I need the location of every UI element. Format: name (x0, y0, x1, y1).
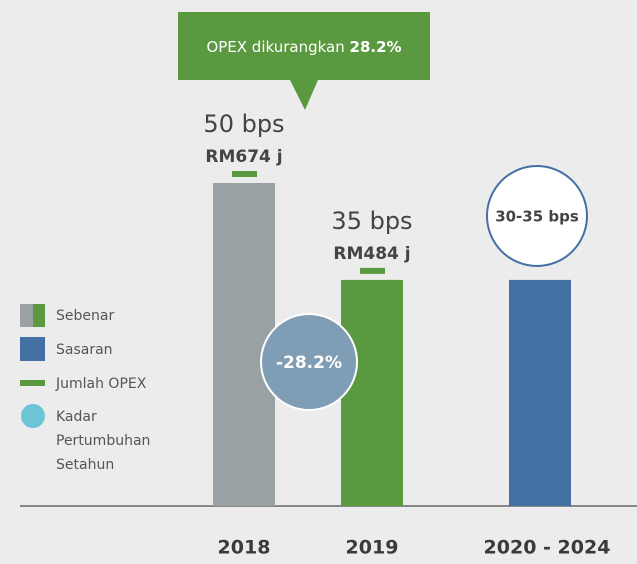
legend-label: Jumlah OPEX (55, 376, 147, 392)
callout-text-part: OPEX dikurangkan (206, 38, 349, 56)
value-label: 50 bps (203, 110, 284, 138)
legend-label: Setahun (56, 457, 114, 473)
callout-text: OPEX dikurangkan 28.2% (206, 38, 401, 56)
legend-swatch (20, 337, 45, 361)
opex-label: RM674 j (205, 147, 282, 167)
legend-swatch (21, 404, 45, 428)
change-circle (260, 313, 358, 411)
opex-mark (232, 171, 257, 177)
bar (509, 279, 571, 506)
callout-pointer (290, 80, 318, 110)
legend-label: Sasaran (56, 342, 113, 358)
x-tick-label: 2020 - 2024 (484, 537, 611, 559)
legend-swatch (20, 380, 45, 386)
value-label: 30-35 bps (495, 208, 579, 226)
bar (341, 279, 403, 506)
x-tick-label: 2019 (346, 537, 399, 559)
change-label: -28.2% (276, 353, 342, 373)
callout-box (178, 12, 430, 80)
legend-swatch (20, 304, 33, 327)
callout: OPEX dikurangkan 28.2% (178, 12, 430, 110)
legend-swatch (33, 304, 45, 327)
legend-label: Sebenar (56, 308, 114, 324)
x-tick-label: 2018 (218, 537, 271, 559)
legend-label: Pertumbuhan (56, 433, 150, 449)
callout-highlight: 28.2% (350, 38, 402, 56)
value-label: 35 bps (331, 207, 412, 235)
opex-label: RM484 j (333, 244, 410, 264)
legend-label: Kadar (56, 409, 97, 425)
opex-mark (360, 267, 385, 274)
legend: Sebenar Sasaran Jumlah OPEX Kadar Pertum… (20, 304, 150, 473)
target-circle (486, 165, 588, 267)
